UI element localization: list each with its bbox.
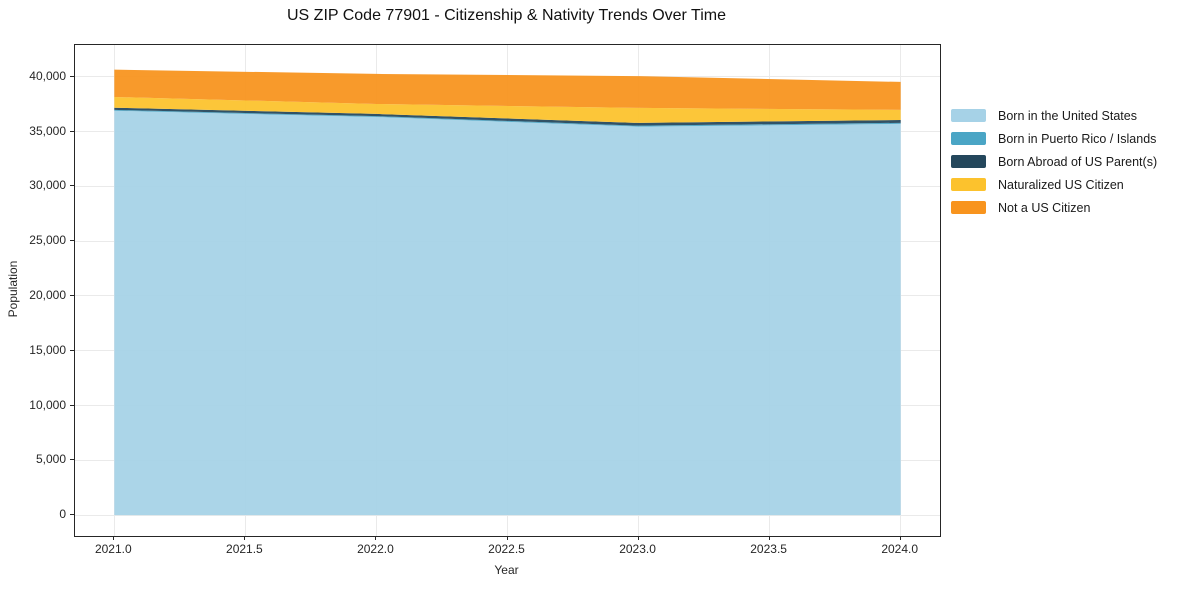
- legend-item-0: Born in the United States: [951, 104, 1157, 127]
- y-tick-label: 10,000: [29, 397, 66, 412]
- plot-area: [74, 44, 941, 537]
- area-series-0: [114, 110, 901, 516]
- x-axis: 2021.0 2021.5 2022.0 2022.5 2023.0 2023.5 2024…: [74, 540, 939, 558]
- x-tick-label: 2021.0: [94, 542, 132, 556]
- x-tick-label: 2024.0: [881, 542, 919, 556]
- y-tick-mark: [70, 294, 74, 296]
- x-tick-mark: [637, 536, 639, 540]
- stacked-area-plot: [114, 69, 901, 516]
- legend-label: Born in Puerto Rico / Islands: [998, 131, 1157, 146]
- y-tick-label: 40,000: [29, 68, 66, 83]
- legend-item-2: Born Abroad of US Parent(s): [951, 150, 1157, 173]
- y-tick-mark: [70, 185, 74, 187]
- legend-item-3: Naturalized US Citizen: [951, 173, 1157, 196]
- x-tick-label: 2021.5: [226, 542, 263, 556]
- y-tick-mark: [70, 404, 74, 406]
- x-axis-title: Year: [494, 563, 519, 577]
- y-axis: 0 5,000 10,000 15,000 20,000 25,000 30,000 35,0…: [0, 44, 66, 535]
- legend-swatch: [951, 132, 986, 145]
- legend-swatch: [951, 178, 986, 191]
- y-tick-mark: [70, 459, 74, 461]
- x-tick-mark: [768, 536, 770, 540]
- legend: Born in the United States Born in Puerto …: [951, 104, 1157, 219]
- legend-swatch: [951, 109, 986, 122]
- y-tick-mark: [70, 349, 74, 351]
- x-tick-mark: [113, 536, 115, 540]
- y-tick-mark: [70, 514, 74, 516]
- legend-label: Born in the United States: [998, 108, 1137, 123]
- legend-label: Naturalized US Citizen: [998, 177, 1124, 192]
- legend-label: Born Abroad of US Parent(s): [998, 154, 1158, 169]
- legend-item-1: Born in Puerto Rico / Islands: [951, 127, 1157, 150]
- y-tick-mark: [70, 75, 74, 77]
- y-tick-label: 30,000: [29, 178, 66, 193]
- legend-swatch: [951, 155, 986, 168]
- y-tick-label: 0: [59, 507, 66, 522]
- x-tick-mark: [375, 536, 377, 540]
- x-tick-label: 2023.5: [750, 542, 787, 556]
- legend-swatch: [951, 201, 986, 214]
- y-tick-label: 25,000: [29, 233, 66, 248]
- x-tick-mark: [899, 536, 901, 540]
- chart-title: US ZIP Code 77901 - Citizenship & Nativi…: [287, 7, 726, 24]
- x-tick-mark: [244, 536, 246, 540]
- x-tick-label: 2023.0: [619, 542, 656, 556]
- y-tick-label: 5,000: [35, 452, 66, 467]
- area-series-4: [114, 69, 901, 110]
- legend-label: Not a US Citizen: [998, 200, 1091, 215]
- x-tick-mark: [506, 536, 508, 540]
- y-tick-label: 35,000: [29, 123, 66, 138]
- y-tick-mark: [70, 130, 74, 132]
- y-tick-label: 15,000: [29, 342, 66, 357]
- y-tick-mark: [70, 240, 74, 242]
- x-tick-label: 2022.0: [357, 542, 394, 556]
- gridline-vertical: [113, 45, 115, 536]
- legend-item-4: Not a US Citizen: [951, 196, 1157, 219]
- x-tick-label: 2022.5: [488, 542, 525, 556]
- area-series-3: [114, 96, 901, 123]
- y-tick-label: 20,000: [29, 287, 66, 302]
